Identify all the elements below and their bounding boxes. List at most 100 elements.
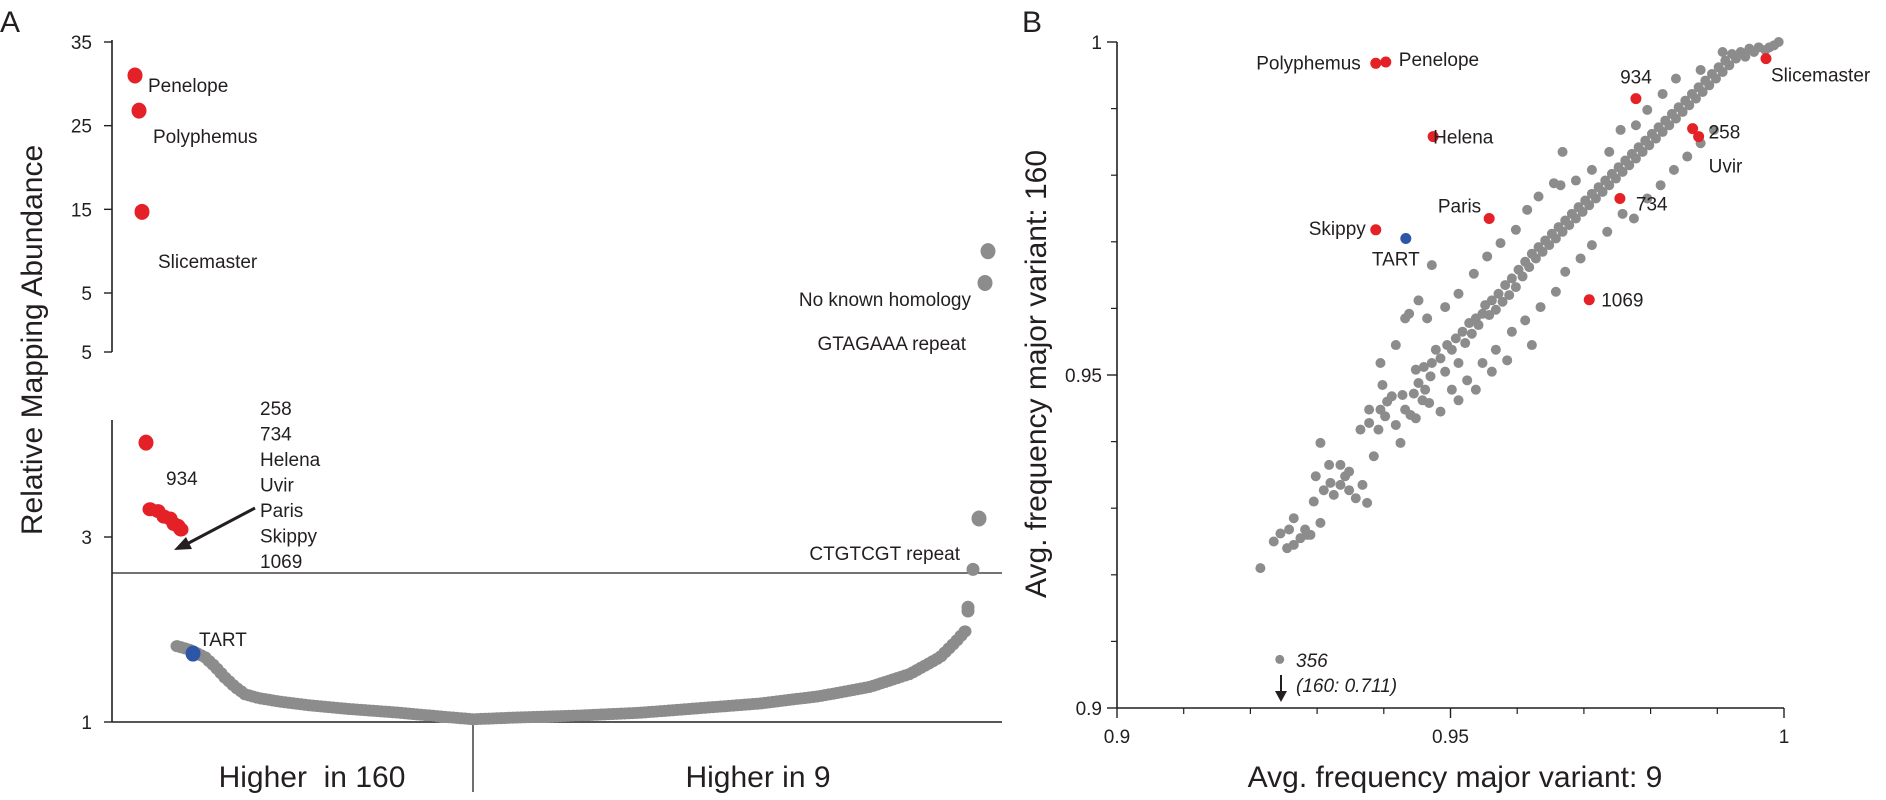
panel-b-point [1630,120,1641,131]
panel-b-point [1695,64,1706,75]
panel-b-point [1453,395,1464,406]
panel-a-cluster-label: 734 [260,425,292,446]
panel-b-point [1328,489,1339,500]
panel-a-point-label: CTGTCGT repeat [809,544,960,565]
panel-b-point [1482,251,1493,262]
panel-b-point [1697,86,1708,97]
panel-b-point [1373,424,1384,435]
panel-b-point [1430,344,1441,355]
panel-b-point [1557,146,1568,157]
panel-b-point [1557,226,1568,237]
panel-b-outlier-arrow-head [1275,691,1287,702]
panel-b-point [1288,513,1299,524]
panel-b-point [1425,371,1436,382]
panel-b-point [1357,479,1368,490]
panel-b-point [1670,113,1681,124]
panel-b-point [1435,353,1446,364]
panel-a-point-label: 934 [166,469,198,490]
panel-b-point [1497,296,1508,307]
panel-b-point [1386,391,1397,402]
panel-b-point [1490,304,1501,315]
panel-b-letter: B [1022,6,1042,39]
panel-b-point [1453,358,1464,369]
panel-a-point [131,102,147,119]
panel-b-point-label: 258 [1709,123,1741,144]
panel-a-cluster-label: Paris [260,501,303,522]
panel-b-point [1362,497,1373,508]
panel-b-point [1308,496,1319,507]
panel-b-x-tick-label: 1 [1779,727,1790,748]
panel-b-point [1668,164,1679,175]
panel-b-point [1533,191,1544,202]
panel-b-point [1642,104,1653,115]
panel-b-point [1604,146,1615,157]
panel-b-point [1355,424,1366,435]
panel-b-point-label: 1069 [1601,291,1643,312]
panel-b-point [1375,358,1386,369]
panel-b-point [1657,126,1668,137]
panel-b-point [1717,46,1728,57]
panel-b-point [1468,268,1479,279]
panel-b-point [1740,51,1751,62]
panel-b-point [1682,151,1693,162]
panel-a-cluster-point [173,522,189,537]
panel-b-point [1502,355,1513,366]
panel-a-point [185,645,201,662]
panel-a-upper-tick-label: 35 [71,33,92,54]
panel-b-outlier-note: (160: 0.711) [1296,676,1397,697]
panel-b-point [1377,379,1388,390]
panel-b-point [1440,302,1451,313]
panel-b-point [1490,344,1501,355]
panel-b-point [1504,290,1515,301]
panel-b-point [1655,180,1666,191]
panel-b-point [1460,338,1471,349]
panel-a-lower-tick-label: 1 [81,713,92,734]
panel-b-point [1624,160,1635,171]
panel-a-xcat-right: Higher in 9 [685,761,830,794]
panel-b-point [1446,384,1457,395]
panel-a-curve-point [961,600,975,614]
panel-b-point [1470,384,1481,395]
panel-b-point [1453,288,1464,299]
panel-b-point [1524,262,1535,273]
panel-a-xcat-left: Higher in 160 [219,761,406,794]
panel-b-ylabel: Avg. frequency major variant: 160 [1020,150,1053,598]
panel-b-point [1602,226,1613,237]
panel-a-letter: A [0,6,20,39]
panel-b-point [1628,213,1639,224]
panel-b-labeled-point [1693,131,1705,143]
panel-b-point [1284,524,1295,535]
panel-b-point [1364,417,1375,428]
panel-b-point [1510,282,1521,293]
panel-b-point [1517,271,1528,282]
panel-b-point [1550,233,1561,244]
panel-b-point [1466,328,1477,339]
panel-b-point-label: 934 [1620,68,1652,89]
panel-b-point [1426,260,1437,271]
panel-b-point [1704,80,1715,91]
panel-b-point [1537,246,1548,257]
panel-b-point [1724,60,1735,71]
panel-b-point [1710,73,1721,84]
panel-b-point-label: Helena [1433,128,1494,149]
panel-b-point [1364,404,1375,415]
panel-b-point [1642,193,1653,204]
panel-a-curve-point [958,625,972,638]
panel-b-point [1657,88,1668,99]
panel-b-point [1335,459,1346,470]
panel-b-point [1773,37,1784,47]
panel-b-point [1495,238,1506,249]
panel-b-point [1570,175,1581,186]
panel-b-point [1708,124,1719,135]
panel-b-point [1555,180,1566,191]
panel-b-point-label: Paris [1438,196,1481,217]
panel-b-point [1315,517,1326,528]
panel-b-labeled-point [1400,232,1412,244]
panel-b-point [1300,524,1311,535]
panel-b-point [1390,419,1401,430]
panel-b-labeled-point [1483,212,1495,224]
panel-a-point [127,67,143,84]
panel-b-point [1350,493,1361,504]
panel-b-point [1544,240,1555,251]
